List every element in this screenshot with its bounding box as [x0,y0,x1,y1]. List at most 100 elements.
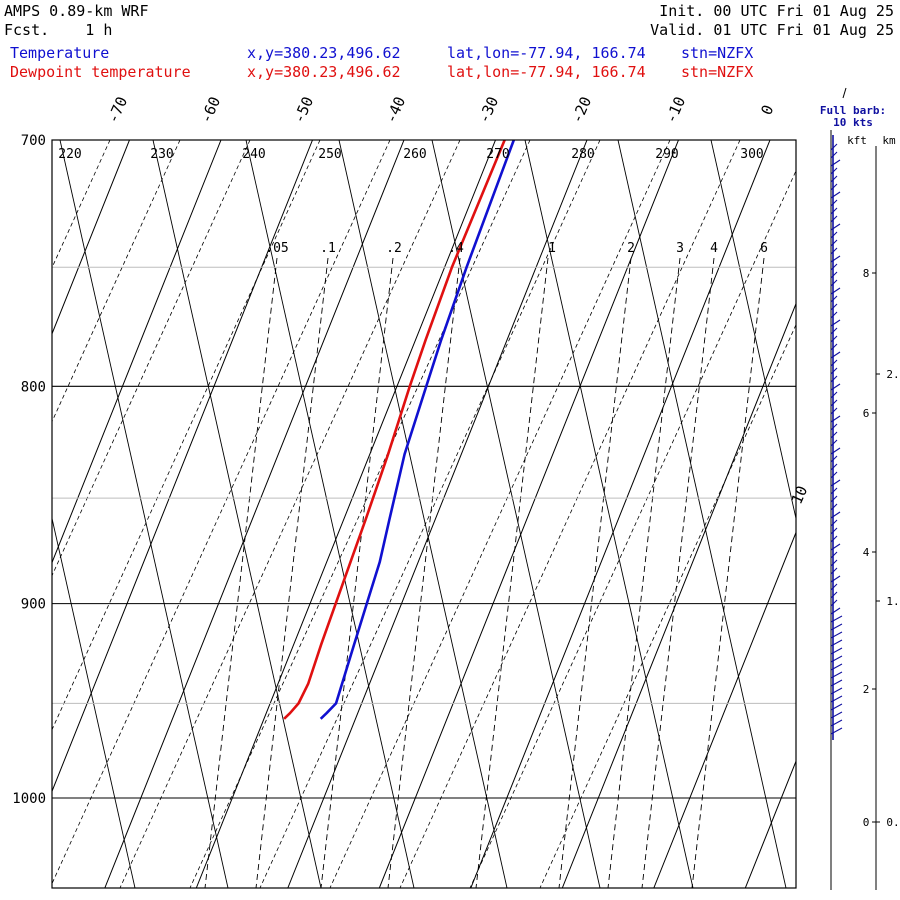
moist-adiabat [52,140,181,423]
wind-barb [830,239,838,247]
mixing-ratio-line [475,257,549,888]
mixing-ratio-label: .2 [386,241,402,256]
isotherm-label: -20 [568,94,595,126]
wind-barb [830,399,838,407]
dry-adiabat [152,140,322,888]
isotherm-label: -50 [290,94,317,126]
moist-adiabat [189,140,531,888]
legend-dewpoint: Dewpoint temperature [10,63,191,81]
wind-barb [830,463,838,471]
dry-adiabat [710,140,796,521]
mixing-ratio-line [204,257,278,888]
mixing-ratio-label: 1 [548,241,556,256]
isotherm-label: 10 [788,483,812,507]
mixing-ratio-label: .4 [448,241,464,256]
wind-barb [830,327,838,335]
mixing-ratio-label: .05 [265,241,288,256]
dewpoint-station: stn=NZFX [681,63,754,81]
wind-barb [830,407,838,415]
theta-label: 260 [403,147,426,162]
theta-label: 230 [150,147,173,162]
moist-adiabat [0,140,40,888]
isotherm [470,140,771,888]
km-tick-label: 2. [886,368,899,381]
wind-barb [830,551,838,559]
pressure-tick-label: 900 [21,597,46,613]
wind-barb [830,471,838,479]
wind-barb [830,311,838,319]
wind-barb [830,231,838,239]
temperature-station: stn=NZFX [681,44,754,62]
forecast-label: Fcst. 1 h [4,21,112,39]
dewpoint-latlon: lat,lon=-77.94, 166.74 [447,63,646,81]
kft-tick-label: 4 [863,546,870,559]
isotherm [52,140,313,793]
isotherm [195,140,496,888]
moist-adiabat [329,140,671,888]
isotherm-label: -30 [475,94,502,126]
forecast-hour: 1 h [85,21,113,39]
mixing-ratio-label: 3 [676,241,684,256]
isotherm-label: -70 [104,94,131,126]
theta-label: 270 [486,147,509,162]
dry-adiabat [0,140,42,888]
dry-adiabat [524,140,694,888]
mixing-ratio-label: 4 [710,241,718,256]
wind-barb [830,167,838,175]
wind-barb [830,527,838,535]
wind-barb [830,343,838,351]
mixing-ratio-line [320,257,394,888]
wind-barb [830,183,838,191]
isotherm-label: 0 [757,102,777,118]
dry-adiabat [52,516,136,888]
moist-adiabat [52,140,111,269]
dry-adiabat [617,140,787,888]
isotherm [561,302,796,888]
barb-legend-line1: Full barb: [820,104,886,117]
wind-barb [830,367,838,375]
wind-barb [830,303,838,311]
wind-barb [830,335,838,343]
wind-barb [830,263,838,271]
wind-barb [830,359,838,367]
dry-adiabat [59,140,229,888]
moist-adiabat [119,140,461,888]
wind-barb [830,583,838,591]
mixing-ratio-line [255,257,329,888]
isotherm-label: -10 [662,94,689,126]
mixing-ratio-line [641,257,715,888]
plot-frame [51,139,797,889]
wind-barb [830,559,838,567]
wind-barb [830,199,838,207]
temperature-profile [319,140,516,720]
legend-temperature: Temperature [10,44,110,62]
theta-label: 290 [655,147,678,162]
dry-adiabat [431,140,601,888]
mixing-ratio-line [558,257,632,888]
wind-barb [830,439,838,447]
dry-adiabat [245,140,415,888]
kft-unit-label: kft [847,134,867,147]
mixing-ratio-line [607,257,681,888]
mixing-ratio-line [691,257,765,888]
moist-adiabat [52,140,251,577]
wind-barb [830,271,838,279]
valid-time: Valid. 01 UTC Fri 01 Aug 25 [650,21,894,39]
mixing-ratio-label: 6 [760,241,768,256]
isotherm-label: -60 [197,94,224,126]
kft-tick-label: 8 [863,267,870,280]
barb-legend-line2: 10 kts [833,116,873,129]
isotherm [104,140,405,888]
pressure-tick-label: 700 [21,133,46,149]
isotherm [0,140,38,888]
wind-barb [830,535,838,543]
wind-barb [830,599,838,607]
wind-barb [830,279,838,287]
mixing-ratio-label: 2 [627,241,635,256]
moist-adiabat [469,169,796,888]
isotherm [744,759,796,888]
wind-barb [830,591,838,599]
theta-label: 300 [740,147,763,162]
kft-tick-label: 0 [863,816,870,829]
